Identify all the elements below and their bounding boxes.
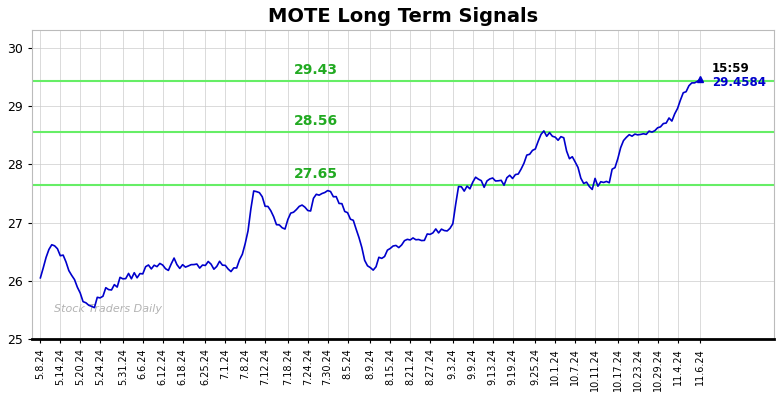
Title: MOTE Long Term Signals: MOTE Long Term Signals [268,7,538,26]
Text: 28.56: 28.56 [294,114,339,128]
Text: 29.4584: 29.4584 [712,76,766,89]
Text: Stock Traders Daily: Stock Traders Daily [54,304,162,314]
Text: 27.65: 27.65 [294,167,339,181]
Text: 29.43: 29.43 [294,63,339,78]
Text: 15:59: 15:59 [712,62,750,75]
